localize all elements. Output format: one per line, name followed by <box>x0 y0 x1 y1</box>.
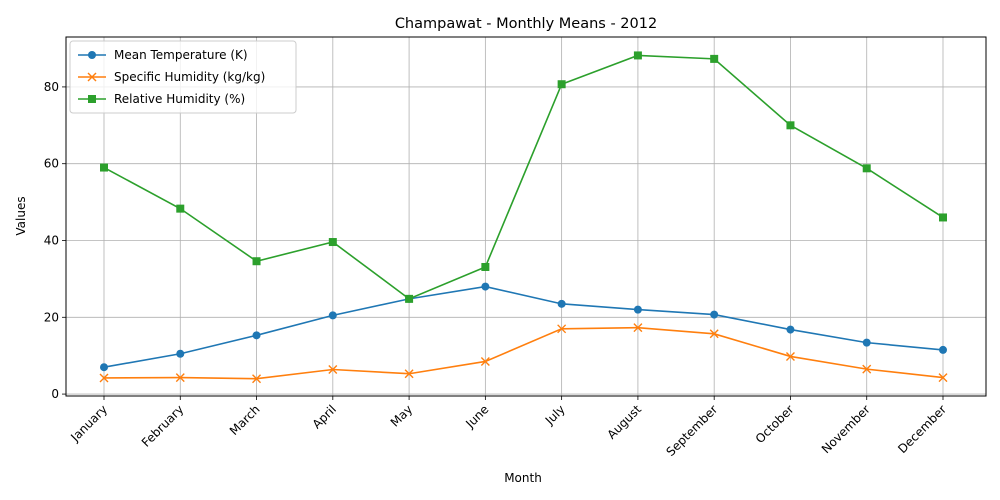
series-line <box>103 285 944 368</box>
data-point <box>786 325 795 334</box>
legend-entry: Relative Humidity (%) <box>78 92 245 106</box>
data-point <box>557 80 566 89</box>
x-marker-stroke <box>709 329 719 339</box>
legend-box <box>69 40 297 114</box>
x-tick-label: July <box>542 402 568 428</box>
x-marker-stroke <box>404 369 414 379</box>
legend-marker <box>88 51 96 59</box>
data-point <box>557 299 566 308</box>
data-point <box>557 324 567 334</box>
x-tick-label: August <box>604 402 644 442</box>
data-point <box>939 213 947 222</box>
series-2 <box>99 323 948 384</box>
y-tick-label: 0 <box>51 387 59 401</box>
x-tick-label: October <box>753 402 797 446</box>
data-point <box>100 163 108 172</box>
data-point <box>709 329 719 339</box>
x-tick-label: January <box>67 402 110 445</box>
x-marker-stroke <box>785 351 795 361</box>
x-tick-label: March <box>227 402 263 438</box>
x-axis: January February March April May June July Augu… <box>67 396 949 459</box>
data-point <box>862 364 872 374</box>
data-point <box>633 305 642 314</box>
x-marker-stroke <box>633 323 643 333</box>
data-point <box>252 331 261 340</box>
x-marker-stroke <box>99 373 109 383</box>
data-point <box>785 351 795 361</box>
x-tick-label: December <box>895 402 949 456</box>
series-line <box>103 54 944 300</box>
data-point <box>939 345 947 354</box>
data-point <box>481 262 490 271</box>
series-line <box>103 326 944 380</box>
data-point <box>480 356 490 366</box>
data-point <box>938 373 948 383</box>
x-tick-label: November <box>819 402 873 456</box>
data-point <box>710 310 719 319</box>
plot-area <box>65 36 987 397</box>
data-point <box>786 121 795 130</box>
series <box>99 51 948 384</box>
legend-label: Specific Humidity (kg/kg) <box>114 70 265 84</box>
data-point <box>176 204 185 213</box>
x-tick-label: April <box>310 402 339 431</box>
data-point <box>862 338 871 347</box>
x-tick-label: June <box>462 402 491 431</box>
y-axis-label: Values <box>14 196 28 235</box>
y-tick-label: 60 <box>44 157 59 171</box>
data-point <box>176 349 185 358</box>
legend-entry: Mean Temperature (K) <box>78 48 248 62</box>
y-tick-label: 80 <box>44 80 59 94</box>
series-1 <box>100 282 947 372</box>
legend-marker <box>87 72 97 82</box>
x-axis-label: Month <box>504 471 542 485</box>
data-point <box>481 282 490 291</box>
data-point <box>175 373 185 383</box>
y-tick-label: 40 <box>44 233 59 247</box>
x-marker-stroke <box>862 364 872 374</box>
data-point <box>252 374 262 384</box>
x-marker-stroke <box>557 324 567 334</box>
legend: Mean Temperature (K) Specific Humidity (k… <box>69 40 297 114</box>
series-3 <box>100 51 947 303</box>
data-point <box>710 54 719 63</box>
x-tick-label: May <box>388 402 415 429</box>
data-point <box>862 164 871 173</box>
y-axis: 0 20 40 60 80 <box>44 80 66 401</box>
x-marker-stroke <box>252 374 262 384</box>
data-point <box>328 365 338 375</box>
data-point <box>328 311 337 320</box>
legend-entry: Specific Humidity (kg/kg) <box>78 70 265 84</box>
x-tick-label: September <box>664 402 721 459</box>
x-marker-stroke <box>480 356 490 366</box>
data-point <box>633 51 642 60</box>
legend-marker <box>88 95 96 103</box>
data-point <box>328 238 337 247</box>
legend-label: Relative Humidity (%) <box>114 92 245 106</box>
x-marker-stroke <box>175 373 185 383</box>
data-point <box>404 369 414 379</box>
chart-title: Champawat - Monthly Means - 2012 <box>395 16 657 32</box>
x-marker-stroke <box>328 365 338 375</box>
data-point <box>252 257 261 266</box>
data-point <box>100 363 108 372</box>
grid <box>66 37 986 396</box>
y-tick-label: 20 <box>44 310 59 324</box>
data-point <box>99 373 109 383</box>
legend-label: Mean Temperature (K) <box>114 48 248 62</box>
x-marker-stroke <box>87 72 97 82</box>
x-marker-stroke <box>938 373 948 383</box>
data-point <box>633 323 643 333</box>
data-point <box>405 294 414 303</box>
x-tick-label: February <box>139 402 187 450</box>
